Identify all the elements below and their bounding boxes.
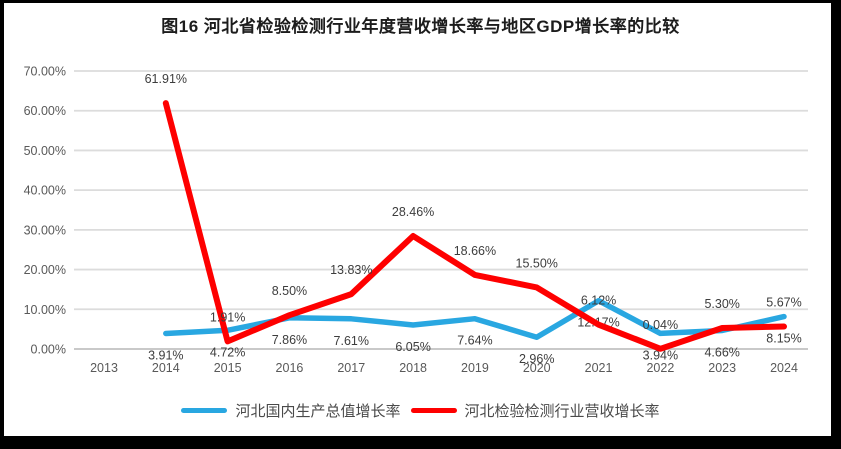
x-tick-label: 2020 — [523, 361, 551, 375]
x-tick-label: 2019 — [461, 361, 489, 375]
revenue-data-label-2014: 61.91% — [145, 72, 187, 86]
gdp-data-label-2017: 7.61% — [334, 334, 369, 348]
frame-border-left — [0, 0, 4, 449]
x-tick-label: 2024 — [770, 361, 798, 375]
gdp-growth-line — [163, 297, 787, 340]
revenue-data-label-2017: 13.83% — [330, 263, 372, 277]
x-tick-label: 2015 — [214, 361, 242, 375]
x-tick-label: 2017 — [337, 361, 365, 375]
gdp-line-swatch — [181, 407, 228, 413]
gdp-data-label-2022: 3.94% — [643, 348, 678, 362]
revenue-data-label-2016: 8.50% — [272, 284, 307, 298]
gdp-data-label-2015: 4.72% — [210, 345, 245, 359]
y-tick-label: 10.00% — [24, 303, 66, 317]
revenue-data-label-2015: 1.91% — [210, 310, 245, 324]
x-tick-label: 2022 — [646, 361, 674, 375]
gdp-data-label-2019: 7.64% — [457, 334, 492, 348]
revenue-legend-label: 河北检验检测行业营收增长率 — [464, 402, 660, 420]
legend-item-gdp-growth: 河北国内生产总值增长率 — [181, 400, 401, 421]
gdp-data-label-2023: 4.66% — [704, 345, 739, 359]
chart-title: 图16 河北省检验检测行业年度营收增长率与地区GDP增长率的比较 — [161, 17, 680, 36]
gdp-data-label-2020: 2.96% — [519, 352, 554, 366]
gdp-data-label-2016: 7.86% — [272, 333, 307, 347]
y-tick-label: 40.00% — [24, 184, 66, 198]
x-tick-label: 2023 — [708, 361, 736, 375]
frame-border-right — [831, 0, 841, 449]
y-tick-label: 60.00% — [24, 104, 66, 118]
revenue-line-swatch — [410, 407, 457, 413]
revenue-data-label-2021: 6.12% — [581, 294, 616, 308]
gdp-legend-label: 河北国内生产总值增长率 — [235, 402, 401, 420]
revenue-data-label-2018: 28.46% — [392, 205, 434, 219]
revenue-data-label-2020: 15.50% — [516, 256, 558, 270]
gdp-data-label-2014: 3.91% — [148, 348, 183, 362]
x-tick-label: 2021 — [585, 361, 613, 375]
legend: 河北国内生产总值增长率 河北检验检测行业营收增长率 — [0, 398, 841, 422]
y-tick-label: 50.00% — [24, 144, 66, 158]
revenue-data-label-2022: 0.04% — [643, 318, 678, 332]
x-tick-label: 2013 — [90, 361, 118, 375]
x-tick-label: 2014 — [152, 361, 180, 375]
frame-border-top — [0, 0, 841, 3]
frame-border-bottom — [0, 436, 841, 449]
revenue-data-label-2019: 18.66% — [454, 244, 496, 258]
revenue-data-label-2024: 5.67% — [766, 295, 801, 309]
legend-item-revenue-growth: 河北检验检测行业营收增长率 — [410, 400, 660, 421]
x-tick-label: 2016 — [276, 361, 304, 375]
y-tick-label: 70.00% — [24, 65, 66, 79]
x-tick-label: 2018 — [399, 361, 427, 375]
y-tick-label: 0.00% — [31, 343, 66, 357]
revenue-growth-line — [162, 100, 787, 352]
y-tick-label: 20.00% — [24, 263, 66, 277]
y-tick-label: 30.00% — [24, 223, 66, 237]
revenue-data-label-2023: 5.30% — [704, 297, 739, 311]
gdp-data-label-2024: 8.15% — [766, 332, 801, 346]
gdp-data-label-2018: 6.05% — [395, 340, 430, 354]
